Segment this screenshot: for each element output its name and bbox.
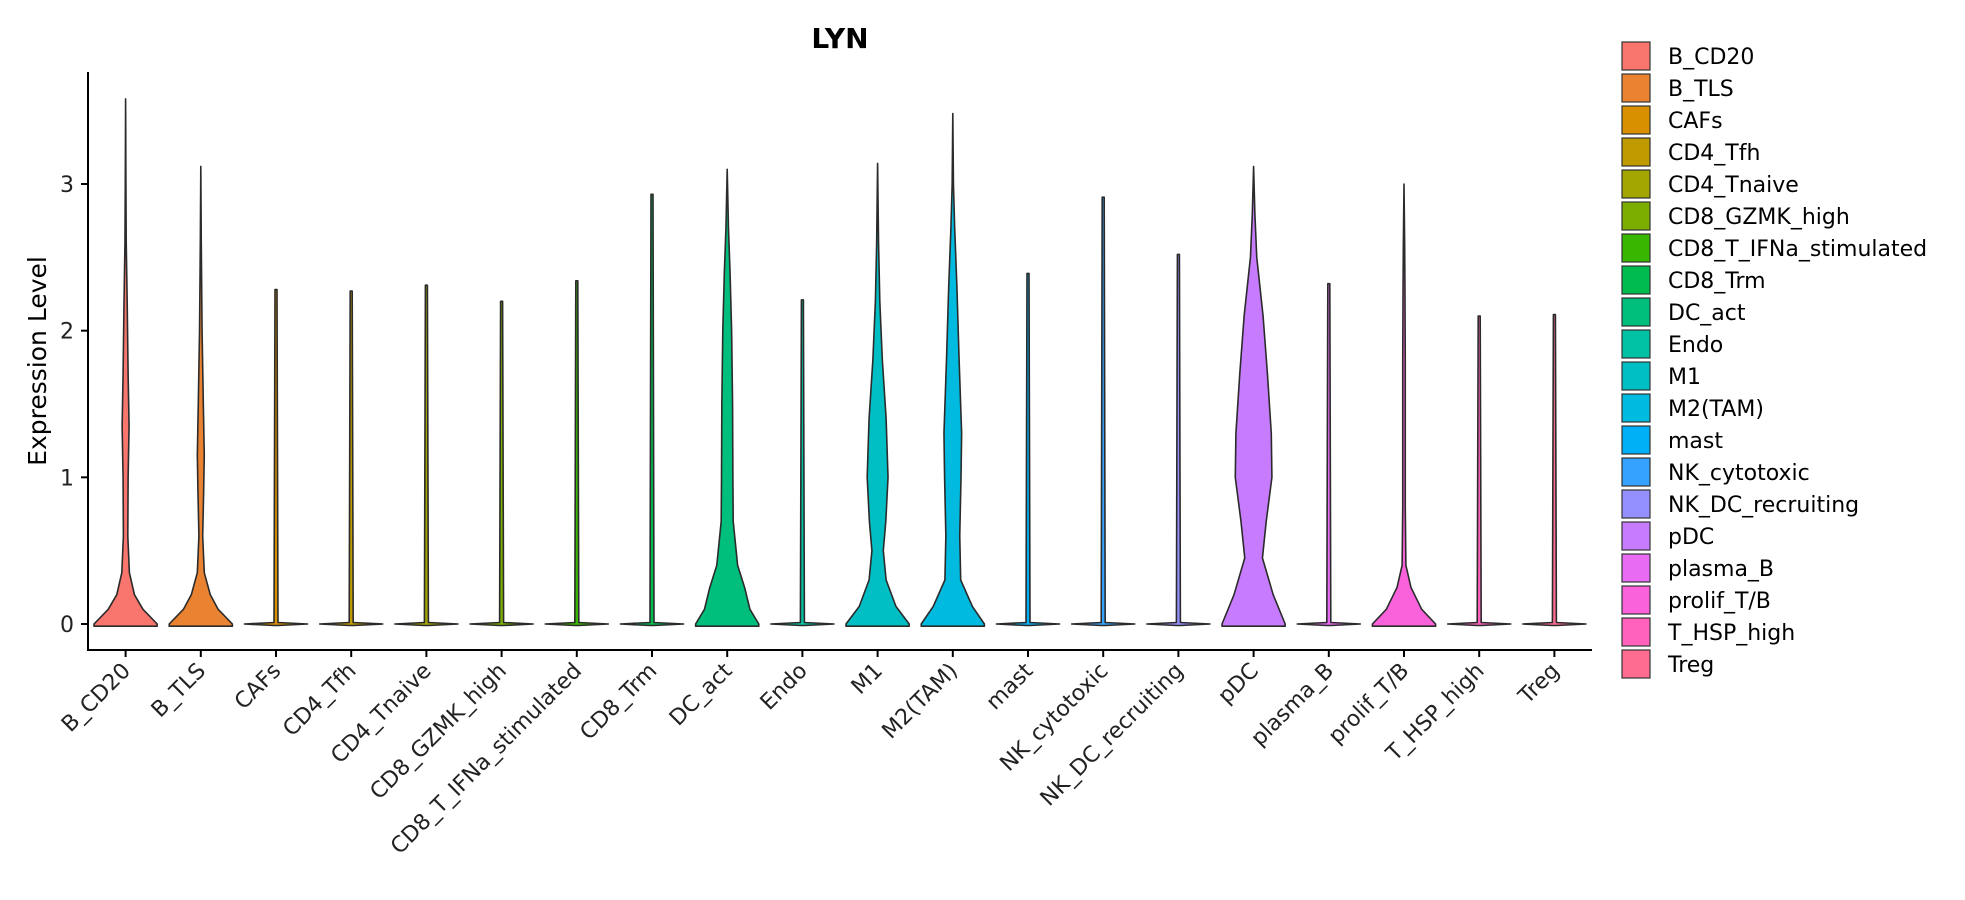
legend-swatch: [1621, 425, 1651, 455]
legend-swatch: [1621, 201, 1651, 231]
legend-label: mast: [1668, 429, 1723, 454]
legend-swatch: [1621, 617, 1651, 647]
legend-label: DC_act: [1668, 301, 1746, 326]
x-tick-label: B_TLS: [147, 659, 211, 723]
y-ticks: 0 1 2 3: [60, 173, 88, 638]
violin-m1: [845, 162, 910, 627]
violin-treg: [1522, 313, 1587, 627]
x-tick-label: NK_DC_recruiting: [1036, 659, 1189, 812]
legend-swatch: [1621, 169, 1651, 199]
y-tick-label: 1: [60, 466, 74, 491]
violin-cd8-t-ifna-stimulated: [544, 280, 610, 627]
violin-prolif-t-b: [1371, 183, 1437, 627]
x-tick-label: plasma_B: [1246, 659, 1339, 752]
legend-label: CD8_T_IFNa_stimulated: [1668, 237, 1927, 262]
violin-endo: [770, 299, 835, 627]
legend-label: CD8_Trm: [1668, 269, 1766, 294]
legend-label: pDC: [1668, 525, 1714, 550]
violins: [93, 98, 1587, 627]
violin-nk-cytotoxic: [1070, 196, 1136, 627]
violin-m2-tam-: [920, 112, 986, 627]
y-tick-label: 0: [60, 613, 74, 638]
x-tick-label: mast: [982, 658, 1039, 715]
legend-label: B_TLS: [1668, 77, 1734, 102]
legend-swatch: [1621, 489, 1651, 519]
legend-label: CD4_Tnaive: [1668, 173, 1799, 198]
violin-b-tls: [168, 165, 234, 627]
x-tick-label: CD8_Trm: [576, 659, 663, 746]
legend-label: T_HSP_high: [1667, 621, 1795, 646]
legend-swatch: [1621, 105, 1651, 135]
legend-swatch: [1621, 233, 1651, 263]
x-tick-label: Endo: [756, 659, 813, 716]
y-axis-label: Expression Level: [23, 256, 52, 466]
legend-swatch: [1621, 265, 1651, 295]
legend-label: B_CD20: [1668, 45, 1754, 70]
x-tick-label: DC_act: [665, 658, 738, 731]
legend-swatch: [1621, 585, 1651, 615]
violin-cd4-tfh: [318, 290, 384, 627]
legend-swatch: [1621, 41, 1651, 71]
legend-swatch: [1621, 329, 1651, 359]
x-tick-label: M1: [847, 659, 888, 700]
legend-label: NK_cytotoxic: [1668, 461, 1810, 486]
legend-swatch: [1621, 521, 1651, 551]
y-tick-label: 3: [60, 173, 74, 198]
chart-title: LYN: [811, 22, 868, 55]
legend-label: prolif_T/B: [1668, 589, 1771, 614]
violin-dc-act: [694, 168, 760, 627]
legend-swatch: [1621, 649, 1651, 679]
legend-label: CAFs: [1668, 109, 1723, 134]
violin-pdc: [1221, 165, 1286, 627]
legend: B_CD20 B_TLS CAFs CD4_Tfh CD4_Tnaive CD8_GZMK…: [1621, 41, 1927, 679]
violin-plasma-b: [1296, 282, 1362, 627]
x-tick-label: CAFs: [230, 659, 286, 715]
violin-cd8-gzmk-high: [469, 300, 534, 627]
violin-nk-dc-recruiting: [1146, 253, 1211, 627]
legend-swatch: [1621, 393, 1651, 423]
legend-swatch: [1621, 297, 1651, 327]
legend-swatch: [1621, 361, 1651, 391]
legend-label: Treg: [1667, 653, 1714, 678]
x-tick-label: pDC: [1213, 659, 1263, 709]
legend-label: Endo: [1668, 333, 1723, 358]
y-tick-label: 2: [60, 320, 74, 345]
legend-swatch: [1621, 137, 1651, 167]
violin-cafs: [243, 288, 309, 627]
legend-swatch: [1621, 457, 1651, 487]
x-tick-label: B_CD20: [57, 659, 136, 738]
x-ticks: B_CD20 B_TLS CAFsCD4_TfhCD4_TnaiveCD8_GZMK…: [57, 650, 1565, 859]
violin-b-cd20: [93, 98, 158, 627]
legend-swatch: [1621, 73, 1651, 103]
legend-label: M1: [1668, 365, 1701, 390]
legend-swatch: [1621, 553, 1651, 583]
legend-label: plasma_B: [1668, 557, 1774, 582]
x-tick-label: M2(TAM): [878, 659, 963, 744]
violin-cd4-tnaive: [394, 284, 459, 627]
violin-cd8-trm: [619, 193, 685, 627]
violin-t-hsp-high: [1446, 315, 1512, 627]
legend-label: NK_DC_recruiting: [1668, 493, 1859, 518]
legend-label: M2(TAM): [1668, 397, 1764, 422]
x-tick-label: CD8_GZMK_high: [366, 659, 512, 805]
x-tick-label: Treg: [1514, 659, 1565, 710]
violin-mast: [995, 272, 1061, 627]
legend-label: CD8_GZMK_high: [1668, 205, 1850, 230]
legend-label: CD4_Tfh: [1668, 141, 1760, 166]
